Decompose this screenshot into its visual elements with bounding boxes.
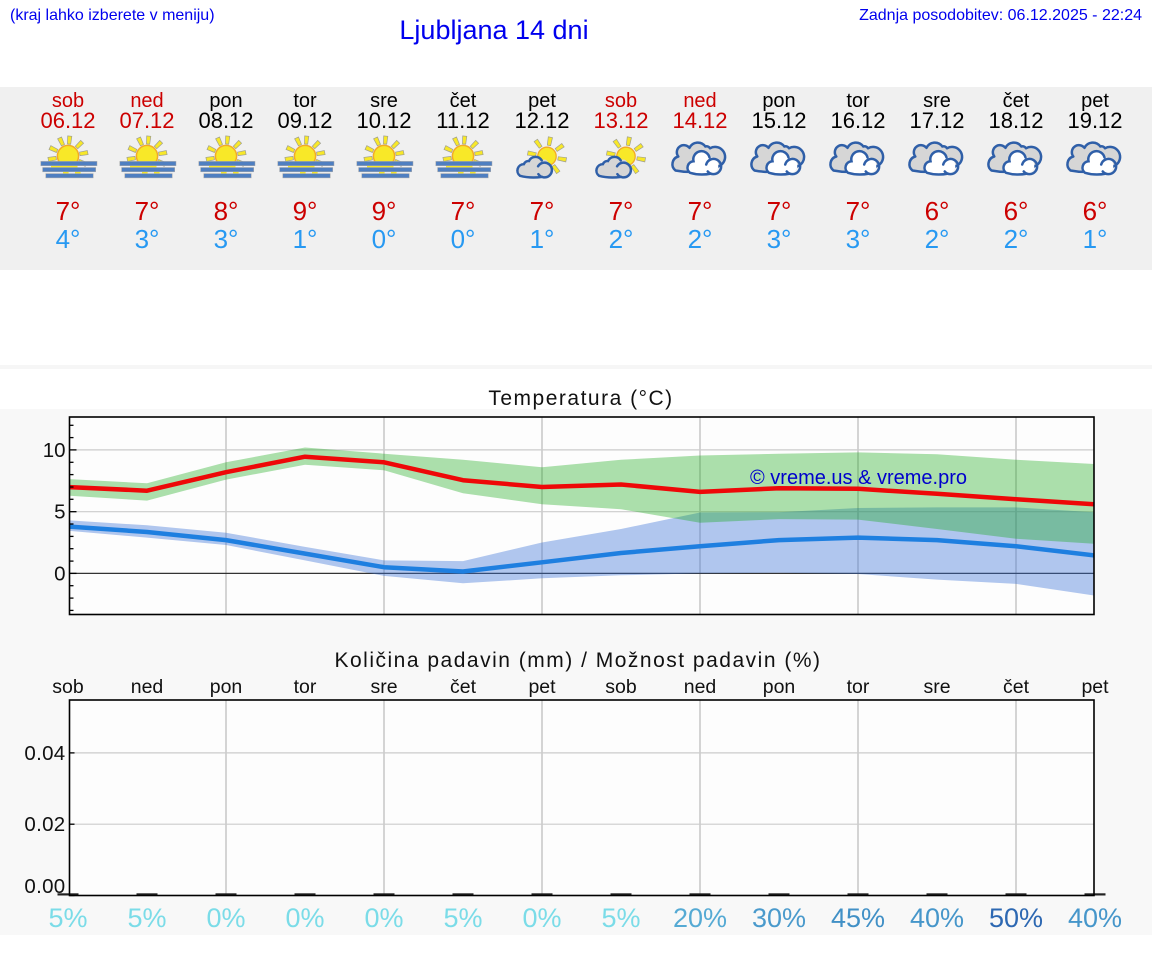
svg-text:50%: 50%	[989, 903, 1043, 933]
svg-text:tor: tor	[294, 676, 317, 698]
svg-text:0%: 0%	[285, 903, 324, 933]
svg-text:0.00: 0.00	[24, 875, 65, 898]
svg-text:pon: pon	[210, 676, 243, 698]
svg-text:pon: pon	[763, 676, 796, 698]
svg-text:pet: pet	[528, 676, 556, 698]
svg-text:30%: 30%	[752, 903, 806, 933]
svg-text:0.04: 0.04	[24, 742, 65, 765]
svg-text:sre: sre	[370, 676, 397, 698]
svg-text:10: 10	[43, 439, 66, 462]
svg-text:čet: čet	[450, 676, 477, 698]
svg-text:5%: 5%	[48, 903, 87, 933]
svg-text:0%: 0%	[206, 903, 245, 933]
svg-text:5%: 5%	[601, 903, 640, 933]
svg-text:tor: tor	[847, 676, 870, 698]
svg-text:sob: sob	[52, 676, 84, 698]
svg-text:ned: ned	[684, 676, 717, 698]
svg-text:Količina padavin (mm) / Možnos: Količina padavin (mm) / Možnost padavin …	[334, 649, 821, 672]
svg-text:čet: čet	[1003, 676, 1030, 698]
svg-text:© vreme.us & vreme.pro: © vreme.us & vreme.pro	[750, 467, 967, 489]
svg-text:40%: 40%	[1068, 903, 1122, 933]
svg-text:40%: 40%	[910, 903, 964, 933]
svg-text:0.02: 0.02	[24, 813, 65, 836]
svg-text:0%: 0%	[522, 903, 561, 933]
svg-text:5: 5	[54, 501, 65, 524]
svg-text:20%: 20%	[673, 903, 727, 933]
svg-text:sre: sre	[923, 676, 950, 698]
svg-text:sob: sob	[605, 676, 637, 698]
svg-text:ned: ned	[131, 676, 164, 698]
svg-text:5%: 5%	[443, 903, 482, 933]
svg-text:Temperatura (°C): Temperatura (°C)	[488, 387, 673, 410]
svg-text:45%: 45%	[831, 903, 885, 933]
svg-text:pet: pet	[1081, 676, 1109, 698]
svg-text:0%: 0%	[364, 903, 403, 933]
svg-text:5%: 5%	[127, 903, 166, 933]
svg-text:0: 0	[54, 562, 65, 585]
